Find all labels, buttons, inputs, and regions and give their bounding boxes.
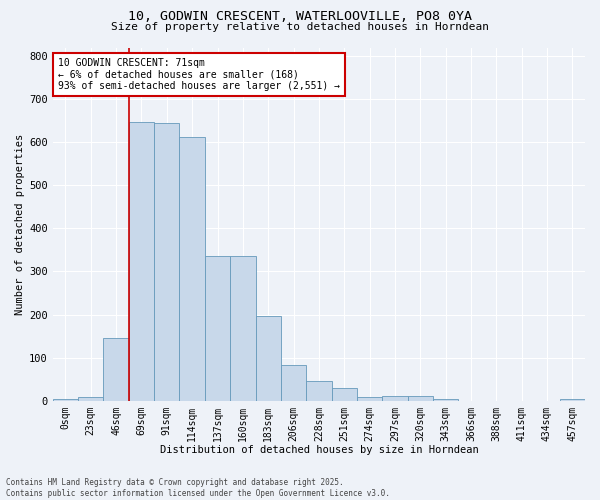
X-axis label: Distribution of detached houses by size in Horndean: Distribution of detached houses by size … [160,445,478,455]
Y-axis label: Number of detached properties: Number of detached properties [15,134,25,314]
Bar [154,123,179,400]
Bar [129,122,154,400]
Bar [103,338,129,400]
Bar [78,398,103,400]
Bar [205,256,230,400]
Bar [230,256,256,400]
Text: 10, GODWIN CRESCENT, WATERLOOVILLE, PO8 0YA: 10, GODWIN CRESCENT, WATERLOOVILLE, PO8 … [128,10,472,23]
Text: Size of property relative to detached houses in Horndean: Size of property relative to detached ho… [111,22,489,32]
Bar [382,396,407,400]
Bar [256,316,281,400]
Bar [179,137,205,400]
Text: 10 GODWIN CRESCENT: 71sqm
← 6% of detached houses are smaller (168)
93% of semi-: 10 GODWIN CRESCENT: 71sqm ← 6% of detach… [58,58,340,92]
Bar [53,398,78,400]
Text: Contains HM Land Registry data © Crown copyright and database right 2025.
Contai: Contains HM Land Registry data © Crown c… [6,478,390,498]
Bar [407,396,433,400]
Bar [332,388,357,400]
Bar [306,381,332,400]
Bar [357,398,382,400]
Bar [433,398,458,400]
Bar [281,365,306,400]
